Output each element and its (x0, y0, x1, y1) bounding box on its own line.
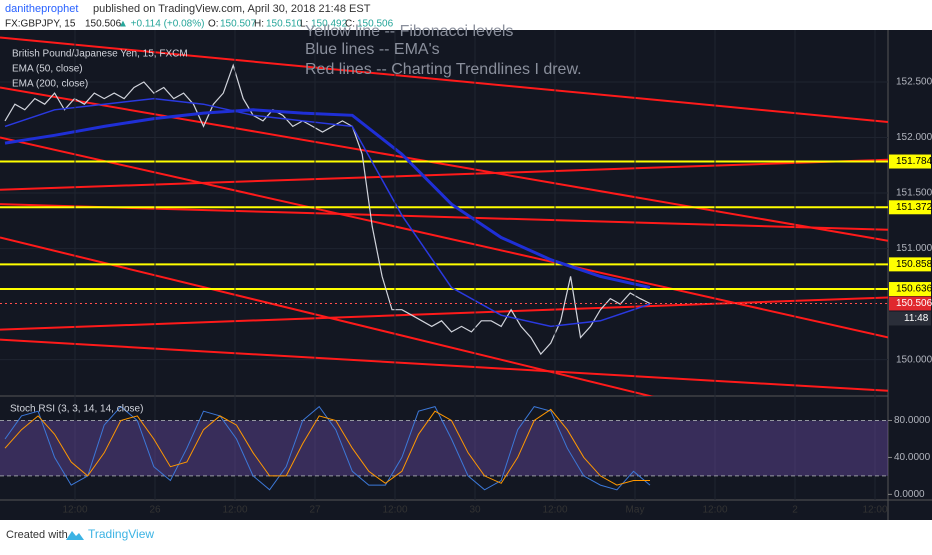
trendline (0, 296, 888, 331)
published: published on TradingView.com, April 30, … (93, 3, 371, 15)
x-tick-label: 30 (469, 505, 481, 516)
legend-instrument: British Pound/Japanese Yen, 15, FXCM (12, 49, 188, 60)
fib-label-bg (889, 257, 931, 272)
annotation: Yellow line -- Fibonacci levels (305, 23, 513, 40)
legend-ema50: EMA (50, close) (12, 64, 83, 75)
price-line (4, 97, 651, 328)
y-tick-label: 80.0000 (894, 415, 931, 426)
l-label: L: (300, 19, 308, 30)
price-line (4, 63, 651, 356)
c-label: C: (345, 19, 355, 30)
trendline (0, 136, 888, 339)
l: 150.492 (311, 19, 348, 30)
trendline (0, 86, 888, 242)
legend-ema200: EMA (200, close) (12, 79, 88, 90)
o-label: O: (208, 19, 219, 30)
fib-label-bg (889, 282, 931, 297)
chart-bg (0, 30, 888, 520)
fib-label: 150.858 (896, 259, 932, 270)
last: 150.506 (85, 19, 122, 30)
stoch-title: Stoch RSI (3, 3, 14, 14, close) (10, 404, 143, 415)
x-tick-label: 12:00 (62, 505, 87, 516)
x-tick-label: 12:00 (702, 505, 727, 516)
last-price-label: 150.506 (896, 298, 932, 309)
y-tick-label: 152.500 (896, 77, 932, 88)
stoch-line (4, 408, 650, 486)
y-tick-label: 0.0000 (894, 489, 925, 500)
x-tick-label: 12:00 (222, 505, 247, 516)
plot: 152.500 152.000 151.500 151.000 150.000 12:00… (0, 30, 932, 516)
fib-label: 151.372 (896, 202, 932, 213)
trendline (0, 158, 888, 191)
stoch-band (0, 420, 888, 476)
y-tick-label: 150.000 (896, 354, 932, 365)
x-tick-label: 2 (792, 505, 798, 516)
y-tick-label: 152.000 (896, 132, 932, 143)
y-tick-label: 151.000 (896, 243, 932, 254)
trendline (0, 203, 888, 231)
c: 150.506 (357, 19, 394, 30)
o: 150.507 (220, 19, 257, 30)
x-tick-label: 12:00 (382, 505, 407, 516)
annotation: Blue lines -- EMA's (305, 41, 440, 58)
fib-label: 150.636 (896, 284, 932, 295)
fib-label: 151.784 (896, 156, 932, 167)
change: ▲ +0.114 (+0.08%) (118, 19, 204, 30)
fib-label-bg (889, 200, 931, 215)
price-line (4, 108, 651, 289)
author[interactable]: danitheprophet (5, 3, 78, 15)
h: 150.510 (266, 19, 303, 30)
trendline (0, 236, 655, 396)
fib-label-bg (889, 154, 931, 169)
x-tick-label: 12:00 (862, 505, 887, 516)
last-price-bg (889, 296, 931, 311)
countdown: 11:48 (904, 313, 929, 324)
footer-created: Created with (6, 529, 68, 541)
footer-bg (0, 520, 932, 550)
x-tick-label: May (626, 505, 645, 516)
y-tick-label: 151.500 (896, 188, 932, 199)
countdown-bg (889, 311, 931, 326)
annotation: Red lines -- Charting Trendlines I drew. (305, 61, 582, 78)
tv-logo (66, 531, 84, 540)
price-axis-bg (888, 30, 932, 520)
trendline (0, 36, 888, 123)
x-tick-label: 12:00 (542, 505, 567, 516)
main-pane (0, 36, 888, 396)
h-label: H: (254, 19, 264, 30)
x-tick-label: 27 (309, 505, 321, 516)
y-tick-label: 40.0000 (894, 452, 931, 463)
x-tick-label: 26 (149, 505, 161, 516)
footer-brand[interactable]: TradingView (88, 527, 154, 541)
symbol: FX:GBPJPY, 15 (5, 19, 76, 30)
trendline (0, 338, 888, 392)
